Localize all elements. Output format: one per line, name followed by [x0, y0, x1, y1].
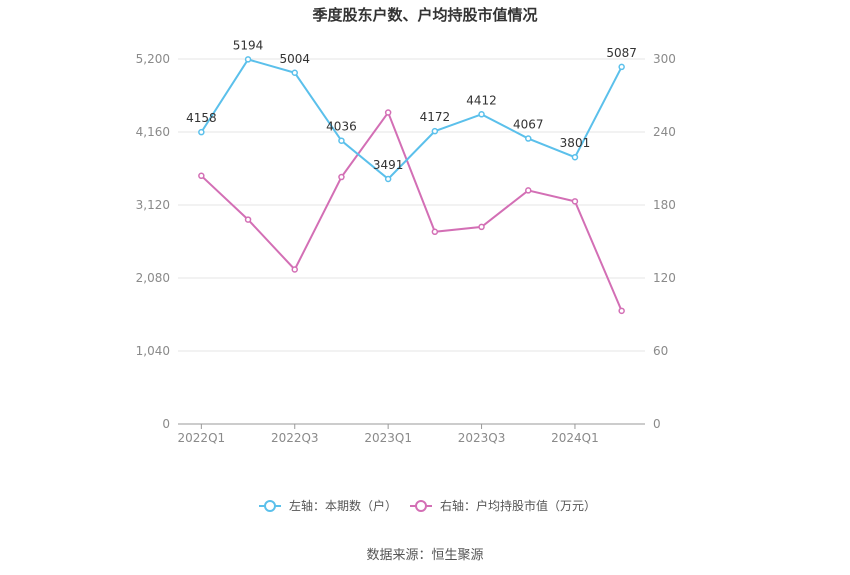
legend-label: 右轴：户均持股市值（万元） [440, 498, 596, 513]
data-source: 数据来源：恒生聚源 [366, 548, 483, 563]
data-point [478, 223, 485, 231]
left-tick-label: 1,040 [136, 344, 170, 358]
x-tick-label: 2023Q1 [364, 431, 412, 445]
data-label: 3801 [560, 136, 591, 150]
right-axis-ticks: 0 60 120 180 240 300 [653, 52, 676, 431]
left-tick-label: 0 [162, 417, 170, 431]
right-tick-label: 180 [653, 198, 676, 212]
right-tick-label: 0 [653, 417, 661, 431]
data-point [384, 109, 392, 116]
data-point [525, 187, 532, 194]
right-tick-label: 60 [653, 344, 668, 358]
legend: 左轴：本期数（户） 右轴：户均持股市值（万元） [259, 498, 596, 513]
series-line [200, 110, 623, 312]
data-point [338, 173, 345, 181]
data-label: 5087 [606, 46, 637, 60]
right-tick-label: 240 [653, 125, 676, 139]
legend-label: 左轴：本期数（户） [289, 498, 397, 513]
data-point [478, 111, 485, 118]
data-point [291, 69, 298, 77]
x-tick-label: 2022Q1 [178, 431, 226, 445]
data-label: 4036 [326, 120, 357, 134]
data-point [618, 307, 625, 315]
data-point [338, 137, 345, 144]
data-point [431, 127, 439, 135]
data-point [198, 172, 205, 180]
right-tick-label: 120 [653, 271, 676, 285]
series-line [200, 58, 623, 181]
left-tick-label: 2,080 [136, 271, 170, 285]
data-labels: 4158 5194 5004 4036 3491 4172 4412 4067 3801 5087 [186, 38, 637, 172]
data-point [244, 56, 252, 63]
data-point [244, 216, 252, 223]
series-left-line [198, 56, 625, 183]
x-axis: 2022Q1 2022Q3 2023Q1 2023Q3 2024Q1 [178, 423, 645, 445]
data-label: 5004 [279, 52, 310, 66]
data-point [618, 63, 625, 71]
x-tick-label: 2022Q3 [271, 431, 319, 445]
right-tick-label: 300 [653, 52, 676, 66]
chart-title: 季度股东户数、户均持股市值情况 [312, 6, 537, 24]
data-point [571, 153, 579, 161]
data-point [384, 175, 392, 183]
data-point [571, 198, 579, 205]
data-point [431, 228, 439, 236]
data-label: 3491 [373, 158, 404, 172]
left-tick-label: 3,120 [136, 198, 170, 212]
data-point [525, 135, 532, 142]
grid-lines [178, 58, 645, 352]
legend-swatch-marker [415, 500, 427, 512]
series-right-line [198, 109, 625, 315]
legend-swatch-marker [264, 500, 276, 512]
x-tick-label: 2023Q3 [458, 431, 506, 445]
left-tick-label: 5,200 [136, 52, 170, 66]
left-axis-ticks: 0 1,040 2,080 3,120 4,160 5,200 [136, 52, 170, 431]
data-label: 5194 [233, 38, 264, 52]
data-label: 4158 [186, 111, 217, 125]
left-tick-label: 4,160 [136, 125, 170, 139]
x-tick-label: 2024Q1 [551, 431, 599, 445]
data-label: 4412 [466, 93, 497, 107]
data-label: 4067 [513, 118, 544, 132]
data-point [291, 266, 298, 273]
data-point [198, 128, 205, 136]
data-label: 4172 [420, 110, 451, 124]
